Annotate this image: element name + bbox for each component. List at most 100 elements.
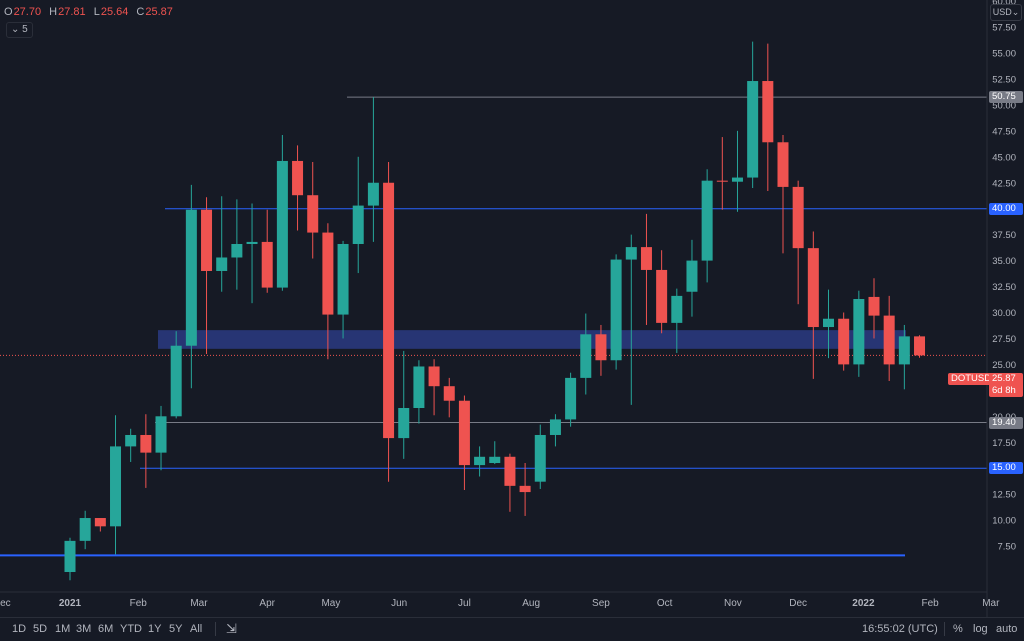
price-tick-label: 45.00 bbox=[992, 152, 1016, 163]
range-button-1m[interactable]: 1M bbox=[55, 623, 71, 635]
candle-body bbox=[398, 407, 410, 439]
range-button-5d[interactable]: 5D bbox=[33, 623, 48, 635]
candle-body bbox=[534, 434, 546, 482]
price-tick-label: 37.50 bbox=[992, 230, 1016, 241]
range-button-3m[interactable]: 3M bbox=[76, 623, 92, 635]
candle-body bbox=[201, 209, 213, 271]
candle bbox=[868, 278, 880, 339]
candle-body bbox=[367, 182, 379, 206]
candle-body bbox=[110, 446, 122, 527]
time-axis[interactable]: Dec 2021 Feb Mar Apr May Jun Jul Aug Sep Oct Nov Dec… bbox=[0, 598, 1000, 609]
candle-body bbox=[155, 416, 167, 453]
candle bbox=[246, 203, 258, 304]
candle bbox=[383, 161, 395, 482]
time-tick-label: Sep bbox=[592, 598, 610, 609]
candles-layer bbox=[64, 41, 926, 581]
chevron-down-icon: ⌄ bbox=[1011, 7, 1020, 17]
range-button-ytd[interactable]: YTD bbox=[120, 623, 142, 635]
candle bbox=[276, 135, 288, 291]
time-tick-label: Apr bbox=[259, 598, 275, 609]
candle bbox=[413, 360, 425, 424]
candle bbox=[716, 137, 728, 210]
bar-countdown: 6d 8h bbox=[992, 385, 1016, 396]
candle-body bbox=[322, 232, 334, 315]
candle-body bbox=[307, 195, 319, 233]
candle-body bbox=[610, 259, 622, 361]
time-tick-label: Oct bbox=[657, 598, 673, 609]
last-price-value: 25.87 bbox=[992, 373, 1016, 384]
candle bbox=[640, 213, 652, 325]
candle bbox=[853, 290, 865, 377]
range-button-6m[interactable]: 6M bbox=[98, 623, 114, 635]
percent-scale-toggle[interactable]: % bbox=[953, 623, 963, 635]
candle-body bbox=[686, 260, 698, 292]
price-chart[interactable]: 60.0057.5055.0052.5050.0047.5045.0042.50… bbox=[0, 0, 1024, 617]
candle bbox=[914, 335, 926, 358]
candle-body bbox=[170, 345, 182, 417]
symbol-label: DOTUSD bbox=[951, 373, 992, 384]
candle-body bbox=[701, 180, 713, 261]
time-tick-label: Feb bbox=[922, 598, 940, 609]
candle-body bbox=[671, 295, 683, 323]
candle-body bbox=[337, 243, 349, 315]
price-tick-label: 47.50 bbox=[992, 126, 1016, 137]
level-price-badge: 50.75 bbox=[989, 91, 1023, 104]
goto-date-icon[interactable]: ⇲ bbox=[226, 621, 237, 636]
candle bbox=[792, 180, 804, 305]
candle bbox=[777, 135, 789, 254]
candle-body bbox=[489, 456, 501, 464]
candle bbox=[367, 97, 379, 242]
candle-body bbox=[64, 540, 76, 572]
utc-clock[interactable]: 16:55:02 (UTC) bbox=[862, 623, 938, 635]
candle bbox=[337, 240, 349, 339]
candle-body bbox=[747, 81, 759, 178]
candle bbox=[534, 424, 546, 489]
time-tick-label: 2021 bbox=[59, 598, 82, 609]
candle-body bbox=[216, 257, 228, 271]
candle-body bbox=[261, 241, 273, 288]
currency-label: USD bbox=[992, 7, 1012, 17]
price-tick-label: 30.00 bbox=[992, 308, 1016, 319]
range-button-1d[interactable]: 1D bbox=[12, 623, 27, 635]
time-tick-label: Jul bbox=[458, 598, 471, 609]
candle-body bbox=[292, 160, 304, 196]
candle-body bbox=[731, 177, 743, 182]
candle-body bbox=[140, 434, 152, 453]
candle bbox=[656, 250, 668, 334]
candle-body bbox=[565, 377, 577, 420]
candle bbox=[807, 231, 819, 379]
candle bbox=[216, 196, 228, 292]
high-label: H bbox=[49, 6, 58, 18]
candle-body bbox=[807, 248, 819, 328]
range-button-all[interactable]: All bbox=[190, 623, 203, 635]
low-value: 25.64 bbox=[100, 6, 129, 18]
candle-body bbox=[640, 247, 652, 270]
auto-scale-toggle[interactable]: auto bbox=[996, 623, 1018, 635]
candle bbox=[595, 324, 607, 376]
candle-body bbox=[762, 81, 774, 143]
candle bbox=[504, 453, 516, 512]
price-tick-label: 35.00 bbox=[992, 256, 1016, 267]
time-tick-label: Dec bbox=[789, 598, 807, 609]
ohlc-legend: O27.70 H27.81 L25.64 C25.87 bbox=[4, 6, 178, 18]
range-button-5y[interactable]: 5Y bbox=[169, 623, 183, 635]
candle bbox=[580, 313, 592, 395]
time-tick-label: Mar bbox=[982, 598, 1000, 609]
log-scale-toggle[interactable]: log bbox=[973, 623, 988, 635]
candle bbox=[762, 43, 774, 192]
candle bbox=[261, 209, 273, 293]
level-price-badge: 15.00 bbox=[989, 462, 1023, 475]
close-value: 25.87 bbox=[145, 6, 173, 18]
candle-body bbox=[868, 296, 880, 316]
range-button-1y[interactable]: 1Y bbox=[148, 623, 162, 635]
time-tick-label: May bbox=[321, 598, 340, 609]
candle bbox=[701, 169, 713, 283]
candle bbox=[625, 234, 637, 405]
candle-body bbox=[185, 209, 197, 346]
candle-body bbox=[792, 186, 804, 249]
candle bbox=[838, 312, 850, 371]
candle bbox=[519, 463, 531, 516]
candle bbox=[474, 446, 486, 477]
indicator-collapse-button[interactable]: ⌄ 5 bbox=[6, 22, 33, 38]
currency-selector[interactable]: USD⌄ bbox=[990, 4, 1022, 21]
